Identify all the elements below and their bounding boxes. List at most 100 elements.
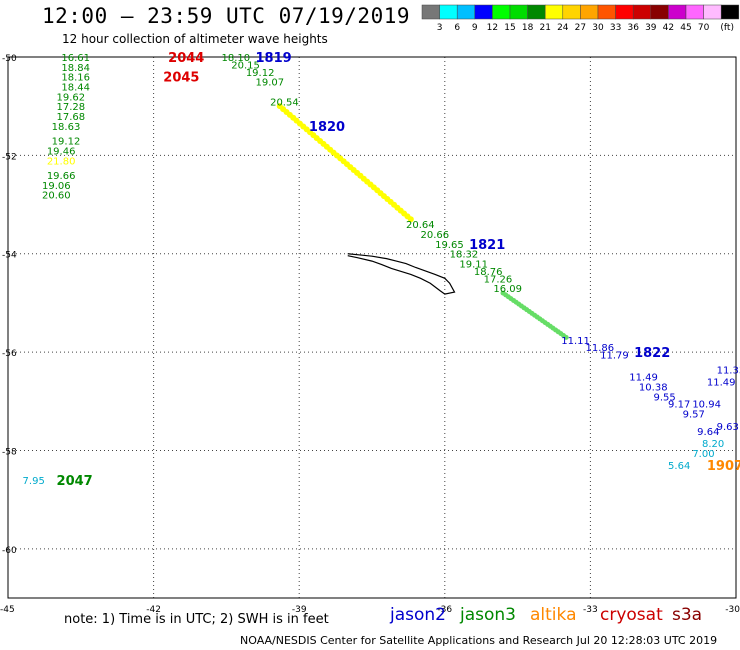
colorbar-label: 15 (504, 23, 515, 33)
legend-s3a: s3a (672, 605, 703, 625)
colorbar-swatch (703, 4, 722, 20)
colorbar-swatch (685, 4, 704, 20)
swh-value: 9.64 (697, 427, 719, 438)
map-frame (7, 56, 737, 599)
colorbar-swatch (615, 4, 634, 20)
footer-credit: NOAA/NESDIS Center for Satellite Applica… (240, 634, 718, 647)
swh-value: 19.12 (52, 137, 81, 148)
map-title: 12:00 — 23:59 UTC 07/19/2019 (42, 4, 411, 28)
pass-label: 1907 (707, 459, 740, 474)
colorbar-label: 39 (645, 23, 657, 33)
pass-label: 2047 (57, 474, 93, 489)
colorbar-label: 6 (454, 23, 460, 33)
lat-tick-label: -50 (2, 54, 17, 64)
colorbar-label: 18 (522, 23, 534, 33)
colorbar-swatch (650, 4, 669, 20)
swh-value: 19.11 (459, 260, 488, 271)
colorbar-swatch (668, 4, 687, 20)
swh-value: 8.20 (702, 439, 724, 450)
lon-tick-label: -30 (725, 605, 740, 615)
lat-tick-label: -58 (2, 447, 17, 457)
swh-value: 11.86 (586, 343, 615, 354)
legend-altika: altika (530, 605, 577, 625)
colorbar-swatch (527, 4, 546, 20)
lat-tick-label: -52 (2, 152, 17, 162)
swh-value: 11.49 (707, 378, 736, 389)
swh-value: 19.62 (57, 92, 86, 103)
lon-tick-label: -45 (0, 605, 15, 615)
swh-value: 21.80 (47, 156, 76, 167)
map-subtitle: 12 hour collection of altimeter wave hei… (62, 32, 328, 46)
swh-value: 19.06 (42, 181, 71, 192)
swh-value: 5.64 (668, 461, 690, 472)
lat-tick-label: -56 (2, 349, 17, 359)
pass-label: 1821 (469, 238, 505, 253)
swh-value: 9.55 (653, 392, 675, 403)
swh-value: 20.54 (270, 97, 299, 108)
colorbar-label: 70 (698, 23, 710, 33)
swh-value: 18.10 (222, 53, 251, 64)
colorbar-swatch (580, 4, 599, 20)
colorbar-label: 9 (472, 23, 478, 33)
swh-value: 11.33 (717, 365, 740, 376)
legend-cryosat: cryosat (600, 605, 663, 625)
pass-label: 1819 (256, 51, 292, 66)
colorbar-label: 30 (592, 23, 604, 33)
swh-value: 18.63 (52, 122, 81, 133)
lat-tick-label: -54 (2, 251, 17, 261)
colorbar-label: 33 (610, 23, 621, 33)
colorbar-swatch (720, 4, 740, 20)
swh-value: 9.63 (717, 422, 739, 433)
colorbar-swatch (632, 4, 652, 20)
swh-value: 18.44 (61, 83, 90, 94)
colorbar-swatch (421, 4, 440, 20)
swh-value: 19.46 (47, 146, 76, 157)
pass-label: 1822 (634, 346, 670, 361)
swh-value: 16.61 (61, 53, 90, 64)
south-georgia-coastline (347, 253, 456, 295)
swh-value: 11.79 (600, 351, 629, 362)
colorbar-swatch (544, 4, 564, 20)
pass-label: 1820 (309, 120, 345, 135)
pass-label: 2044 (168, 51, 204, 66)
colorbar-swatch (562, 4, 581, 20)
lon-tick-label: -42 (146, 605, 161, 615)
swh-value: 9.57 (683, 410, 705, 421)
legend-jason2: jason2 (390, 605, 446, 625)
colorbar-label: 3 (437, 23, 443, 33)
swh-value: 17.68 (57, 112, 86, 123)
swh-value: 20.15 (231, 60, 260, 71)
lon-tick-label: -36 (437, 605, 452, 615)
colorbar-swatch (492, 4, 511, 20)
colorbar-unit: (ft) (720, 23, 734, 33)
swh-value: 10.38 (639, 383, 668, 394)
swh-value: 10.94 (692, 400, 721, 411)
swh-value: 20.64 (406, 220, 435, 231)
colorbar-label: 45 (680, 23, 691, 33)
colorbar-swatch (456, 4, 476, 20)
lon-tick-label: -39 (292, 605, 307, 615)
swh-value: 11.11 (561, 336, 590, 347)
swh-value: 16.09 (493, 284, 522, 295)
colorbar-label: 24 (557, 23, 569, 33)
swh-value: 18.32 (450, 250, 479, 261)
colorbar-label: 42 (663, 23, 674, 33)
lon-tick-label: -33 (583, 605, 598, 615)
swh-value: 11.49 (629, 373, 658, 384)
swh-value: 18.16 (61, 73, 90, 84)
swh-value: 17.26 (484, 274, 513, 285)
colorbar-swatch (597, 4, 616, 20)
swh-value: 9.17 (668, 400, 690, 411)
swh-point-high (407, 216, 414, 223)
swh-value: 19.66 (47, 171, 76, 182)
swh-value: 19.65 (435, 240, 464, 251)
colorbar-label: 36 (627, 23, 639, 33)
swh-value: 17.28 (57, 102, 86, 113)
colorbar-swatch (509, 4, 528, 20)
colorbar-label: 21 (539, 23, 550, 33)
colorbar-swatch (474, 4, 493, 20)
colorbar-swatch (439, 4, 458, 20)
colorbar-label: 27 (575, 23, 586, 33)
swh-value: 7.95 (23, 476, 45, 487)
